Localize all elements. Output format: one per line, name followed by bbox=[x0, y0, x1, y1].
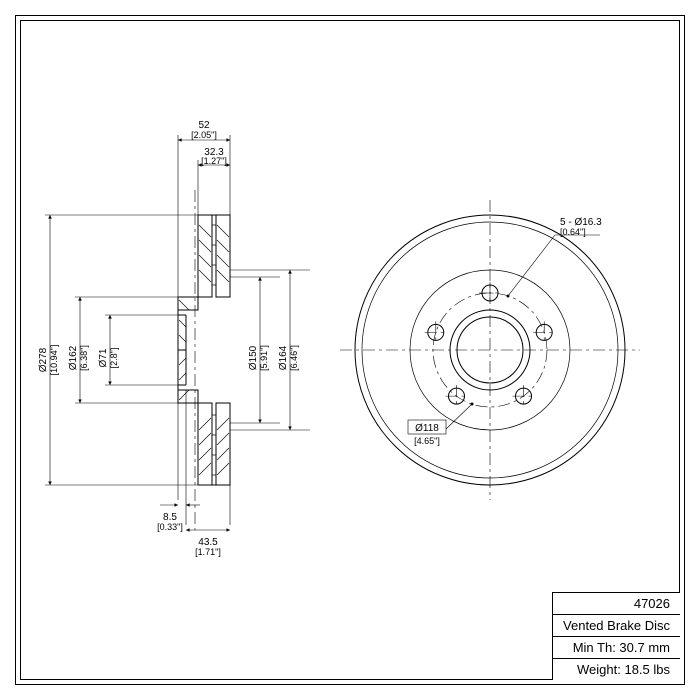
part-number: 47026 bbox=[553, 593, 680, 615]
description: Vented Brake Disc bbox=[553, 615, 680, 637]
title-block: 47026 Vented Brake Disc Min Th: 30.7 mm … bbox=[552, 592, 680, 680]
weight: Weight: 18.5 lbs bbox=[553, 659, 680, 680]
min-thickness: Min Th: 30.7 mm bbox=[553, 637, 680, 659]
